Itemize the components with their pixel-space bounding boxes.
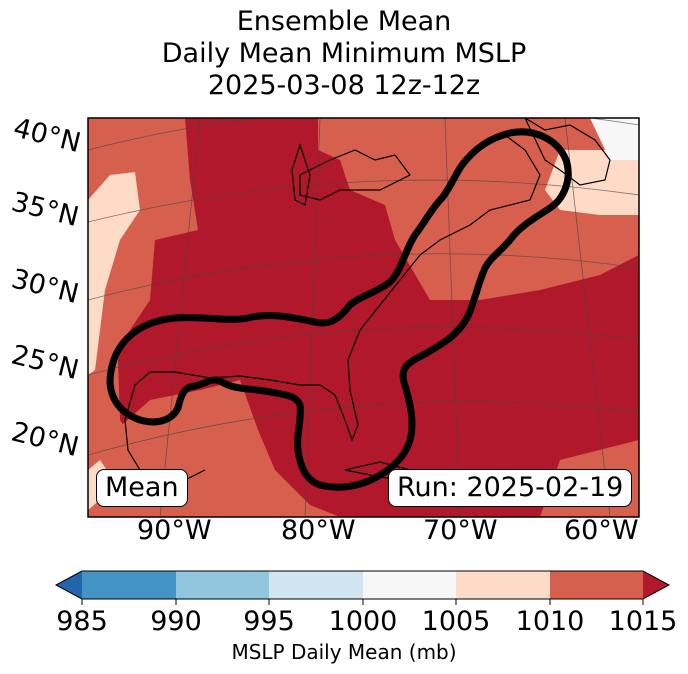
colorbar-tick-1010: 1010	[515, 606, 585, 637]
colorbar-segment-995-1000	[269, 571, 363, 599]
colorbar	[54, 570, 671, 605]
colorbar-segment-1010-1015	[550, 571, 643, 599]
title-line-1: Ensemble Mean	[236, 6, 452, 37]
coast-canada	[524, 118, 611, 186]
run-date-badge: Run: 2025-02-19	[388, 469, 633, 507]
mean-badge: Mean	[96, 469, 188, 507]
parallel-35n	[88, 179, 639, 223]
lon-label-70w: 70°W	[423, 515, 498, 546]
field-1005-1010-west	[88, 172, 140, 375]
lon-label-90w: 90°W	[137, 515, 212, 546]
colorbar-tick-990: 990	[150, 606, 202, 637]
parallel-20n	[88, 401, 639, 456]
meridian-80w	[304, 118, 321, 517]
parallel-30n	[88, 253, 639, 301]
colorbar-tick-995: 995	[243, 606, 295, 637]
title-line-3: 2025-03-08 12z-12z	[207, 70, 481, 101]
colorbar-extend-low	[56, 571, 82, 599]
map-frame	[87, 117, 640, 518]
mslp-contour	[106, 128, 572, 491]
field-1000-1005-ne-corner	[590, 118, 639, 160]
map-area	[88, 118, 639, 517]
meridian-60w	[564, 118, 611, 517]
colorbar-segment-985-990	[82, 571, 176, 599]
colorbar-extend-high	[643, 571, 669, 599]
title-line-2: Daily Mean Minimum MSLP	[161, 38, 527, 69]
lon-label-60w: 60°W	[564, 515, 639, 546]
colorbar-tick-985: 985	[56, 606, 108, 637]
coast-lake-michigan	[291, 143, 311, 206]
lon-label-80w: 80°W	[281, 515, 356, 546]
parallel-40n	[88, 118, 639, 151]
coast-great-lakes	[299, 149, 411, 201]
colorbar-segment-990-995	[176, 571, 269, 599]
parallel-25n	[88, 326, 639, 376]
colorbar-label: MSLP Daily Mean (mb)	[231, 640, 457, 664]
colorbar-tick-1005: 1005	[421, 606, 491, 637]
coast-east	[300, 134, 541, 442]
colorbar-tick-1015: 1015	[608, 606, 678, 637]
colorbar-tick-1000: 1000	[328, 606, 398, 637]
colorbar-segment-1005-1010	[456, 571, 550, 599]
graticule	[88, 118, 639, 517]
colorbar-segment-1000-1005	[363, 571, 456, 599]
colorbar-ticks	[81, 599, 644, 605]
